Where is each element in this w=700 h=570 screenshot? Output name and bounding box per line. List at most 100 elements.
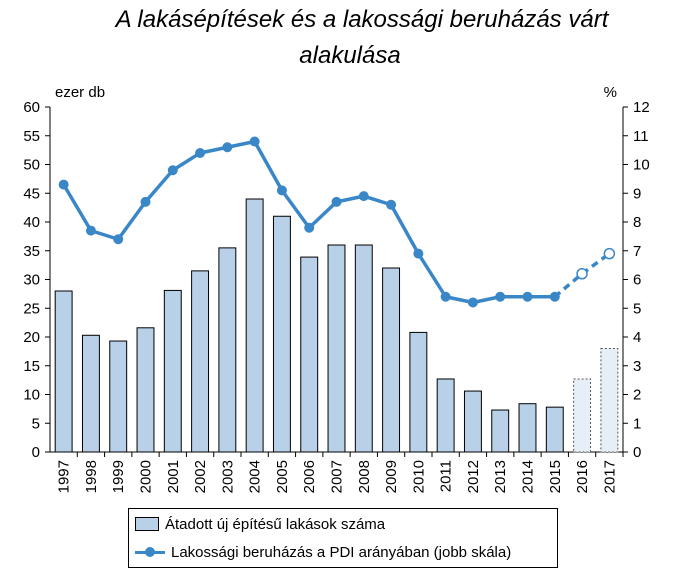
x-tick-label: 2000 bbox=[138, 460, 155, 493]
right-tick-label: 4 bbox=[633, 329, 641, 346]
bar bbox=[382, 267, 401, 453]
bar bbox=[600, 348, 619, 453]
right-tick-label: 2 bbox=[633, 387, 641, 404]
line-point bbox=[249, 136, 260, 147]
chart-title-line1: A lakásépítések és a lakossági beruházás… bbox=[115, 6, 609, 33]
right-tick-label: 1 bbox=[633, 415, 641, 432]
right-tick-label: 3 bbox=[633, 358, 641, 375]
legend-item-bars: Átadott új építésű lakások száma bbox=[135, 513, 385, 535]
line-point bbox=[440, 291, 451, 302]
left-tick-label: 35 bbox=[23, 243, 40, 260]
left-tick-label: 5 bbox=[32, 415, 40, 432]
x-tick-label: 2014 bbox=[520, 460, 537, 493]
left-tick-label: 10 bbox=[23, 387, 40, 404]
bar bbox=[272, 215, 291, 453]
left-tick-label: 0 bbox=[32, 444, 40, 461]
left-tick-label: 50 bbox=[23, 157, 40, 174]
x-tick-label: 2009 bbox=[383, 460, 400, 493]
bar bbox=[300, 256, 319, 453]
left-tick-label: 25 bbox=[23, 300, 40, 317]
left-tick-label: 40 bbox=[23, 214, 40, 231]
line-point bbox=[58, 179, 69, 190]
left-tick-label: 45 bbox=[23, 185, 40, 202]
x-tick-label: 1997 bbox=[56, 460, 73, 493]
bar bbox=[545, 406, 564, 453]
bar bbox=[163, 289, 182, 453]
line-point bbox=[276, 185, 287, 196]
x-tick-label: 2001 bbox=[165, 460, 182, 493]
legend-line-swatch bbox=[135, 546, 165, 558]
x-tick-label: 2006 bbox=[301, 460, 318, 493]
left-axis-unit: ezer db bbox=[55, 84, 105, 101]
left-tick-label: 60 bbox=[23, 99, 40, 116]
bar bbox=[136, 327, 155, 453]
legend-line-label: Lakossági beruházás a PDI arányában (job… bbox=[171, 543, 512, 561]
x-tick-label: 2013 bbox=[492, 460, 509, 493]
bar bbox=[109, 340, 128, 453]
line-point bbox=[549, 291, 560, 302]
line-point bbox=[522, 291, 533, 302]
bar bbox=[518, 403, 537, 453]
right-tick-label: 6 bbox=[633, 272, 641, 289]
x-tick-label: 2008 bbox=[356, 460, 373, 493]
x-tick-label: 2017 bbox=[601, 460, 618, 493]
x-tick-label: 2004 bbox=[247, 460, 264, 493]
chart-title-line2: alakulása bbox=[299, 42, 401, 69]
right-tick-label: 8 bbox=[633, 214, 641, 231]
x-tick-label: 2012 bbox=[465, 460, 482, 493]
right-tick-label: 11 bbox=[633, 128, 649, 145]
line-point bbox=[222, 142, 233, 153]
x-tick-label: 2003 bbox=[219, 460, 236, 493]
x-tick-label: 1999 bbox=[110, 460, 127, 493]
line-point bbox=[304, 222, 315, 233]
legend-item-line: Lakossági beruházás a PDI arányában (job… bbox=[135, 541, 511, 563]
line-point bbox=[331, 196, 342, 207]
bar bbox=[491, 409, 510, 453]
line-point bbox=[603, 247, 616, 260]
legend-bar-label: Átadott új építésű lakások száma bbox=[165, 515, 386, 533]
chart-area: 0510152025303540455055600123456789101112… bbox=[23, 84, 650, 493]
legend: Átadott új építésű lakások száma Lakossá… bbox=[128, 508, 558, 568]
right-tick-label: 0 bbox=[633, 444, 641, 461]
right-tick-label: 9 bbox=[633, 185, 641, 202]
bar bbox=[409, 331, 428, 453]
left-tick-label: 30 bbox=[23, 272, 40, 289]
left-tick-label: 15 bbox=[23, 358, 40, 375]
bar bbox=[245, 198, 264, 453]
x-tick-label: 2011 bbox=[438, 460, 455, 492]
bar bbox=[327, 244, 346, 453]
x-tick-label: 2016 bbox=[574, 460, 591, 493]
x-tick-label: 2010 bbox=[410, 460, 427, 493]
line-point bbox=[167, 165, 178, 176]
x-tick-label: 2007 bbox=[329, 460, 346, 493]
x-tick-label: 1998 bbox=[83, 460, 100, 493]
line-point bbox=[413, 248, 424, 259]
line-point bbox=[140, 196, 151, 207]
right-axis-unit: % bbox=[604, 84, 617, 101]
bar bbox=[463, 390, 482, 453]
bar bbox=[573, 378, 592, 453]
bar bbox=[354, 244, 373, 453]
bar bbox=[191, 270, 210, 453]
line-point bbox=[386, 199, 397, 210]
line-point bbox=[358, 191, 369, 202]
line-point bbox=[467, 297, 478, 308]
left-tick-label: 20 bbox=[23, 329, 40, 346]
bar bbox=[54, 290, 73, 453]
line-point bbox=[576, 268, 588, 280]
x-tick-label: 2015 bbox=[547, 460, 564, 493]
right-tick-label: 12 bbox=[633, 99, 650, 116]
left-tick-label: 55 bbox=[23, 128, 40, 145]
line-point bbox=[495, 291, 506, 302]
bar bbox=[436, 378, 455, 453]
line-point bbox=[113, 234, 124, 245]
legend-bar-swatch bbox=[135, 517, 159, 531]
bar bbox=[218, 247, 237, 453]
bar bbox=[81, 334, 100, 453]
x-tick-label: 2002 bbox=[192, 460, 209, 493]
right-tick-label: 10 bbox=[633, 157, 650, 174]
x-tick-label: 2005 bbox=[274, 460, 291, 493]
line-point bbox=[85, 225, 96, 236]
right-tick-label: 7 bbox=[633, 243, 641, 260]
line-point bbox=[195, 148, 206, 158]
